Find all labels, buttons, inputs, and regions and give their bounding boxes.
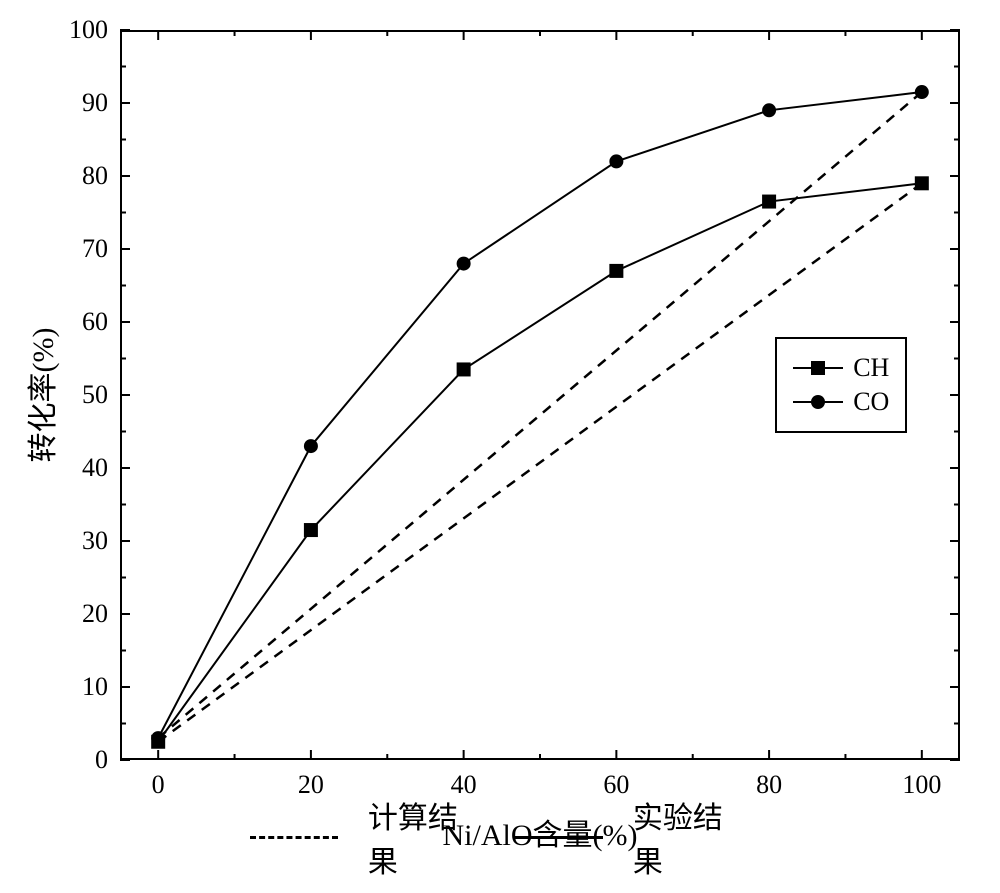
x-tick-label: 100 [902, 770, 941, 800]
y-tick-label: 100 [69, 15, 108, 45]
marker-ch_solid [457, 362, 471, 376]
legend-item: CH [793, 353, 889, 383]
solid-line-sample [515, 836, 603, 839]
legend-bottom-label-calc: 计算结果 [368, 793, 485, 881]
y-tick-label: 70 [82, 234, 108, 264]
y-tick-label: 20 [82, 599, 108, 629]
y-axis-title: 转化率(%) [18, 328, 62, 463]
marker-co_solid [762, 103, 776, 117]
marker-ch_solid [762, 195, 776, 209]
x-tick-label: 0 [152, 770, 165, 800]
y-tick-label: 80 [82, 161, 108, 191]
marker-co_solid [457, 257, 471, 271]
legend-bottom: 计算结果 实验结果 [250, 793, 750, 881]
circle-icon [811, 395, 825, 409]
y-tick-label: 0 [95, 745, 108, 775]
page-root: 020406080100 0102030405060708090100 Ni/A… [0, 0, 1000, 893]
marker-co_solid [609, 154, 623, 168]
legend-line-sample [793, 401, 843, 403]
y-tick-label: 30 [82, 526, 108, 556]
legend-bottom-label-exp: 实验结果 [633, 793, 750, 881]
x-tick-label: 80 [756, 770, 782, 800]
y-tick-label: 40 [82, 453, 108, 483]
square-icon [811, 361, 825, 375]
dashed-line-sample [250, 836, 338, 839]
legend-inchart: CH CO [775, 337, 907, 433]
y-tick-label: 10 [82, 672, 108, 702]
series-ch_dashed [158, 183, 922, 741]
y-tick-label: 50 [82, 380, 108, 410]
y-tick-label: 60 [82, 307, 108, 337]
legend-label: CH [853, 353, 889, 383]
marker-ch_solid [304, 523, 318, 537]
marker-co_solid [304, 439, 318, 453]
chart-container: 020406080100 0102030405060708090100 Ni/A… [120, 30, 960, 760]
marker-ch_solid [609, 264, 623, 278]
legend-line-sample [793, 367, 843, 369]
legend-item: CO [793, 387, 889, 417]
y-tick-label: 90 [82, 88, 108, 118]
legend-label: CO [853, 387, 889, 417]
